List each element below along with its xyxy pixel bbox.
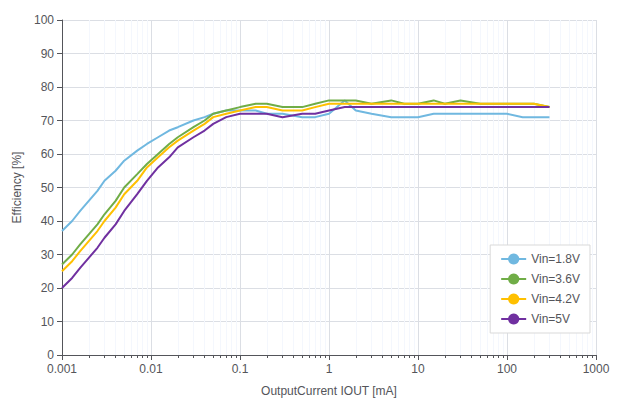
- svg-text:0: 0: [47, 348, 54, 362]
- svg-text:30: 30: [41, 248, 55, 262]
- svg-text:70: 70: [41, 114, 55, 128]
- svg-text:100: 100: [34, 13, 54, 27]
- svg-text:20: 20: [41, 281, 55, 295]
- svg-text:1000: 1000: [583, 362, 610, 376]
- svg-text:100: 100: [497, 362, 517, 376]
- svg-text:Vin=5V: Vin=5V: [531, 312, 570, 326]
- svg-text:OutputCurrent IOUT [mA]: OutputCurrent IOUT [mA]: [261, 384, 397, 398]
- svg-text:40: 40: [41, 214, 55, 228]
- svg-text:60: 60: [41, 147, 55, 161]
- svg-text:0.01: 0.01: [139, 362, 163, 376]
- svg-text:Vin=1.8V: Vin=1.8V: [531, 252, 580, 266]
- svg-text:80: 80: [41, 80, 55, 94]
- svg-text:Vin=3.6V: Vin=3.6V: [531, 272, 580, 286]
- svg-text:1: 1: [326, 362, 333, 376]
- svg-text:10: 10: [411, 362, 425, 376]
- svg-text:0.1: 0.1: [232, 362, 249, 376]
- svg-text:10: 10: [41, 315, 55, 329]
- svg-text:50: 50: [41, 181, 55, 195]
- svg-text:90: 90: [41, 47, 55, 61]
- svg-text:0.001: 0.001: [47, 362, 77, 376]
- svg-text:Vin=4.2V: Vin=4.2V: [531, 292, 580, 306]
- svg-text:Efficiency [%]: Efficiency [%]: [10, 152, 24, 224]
